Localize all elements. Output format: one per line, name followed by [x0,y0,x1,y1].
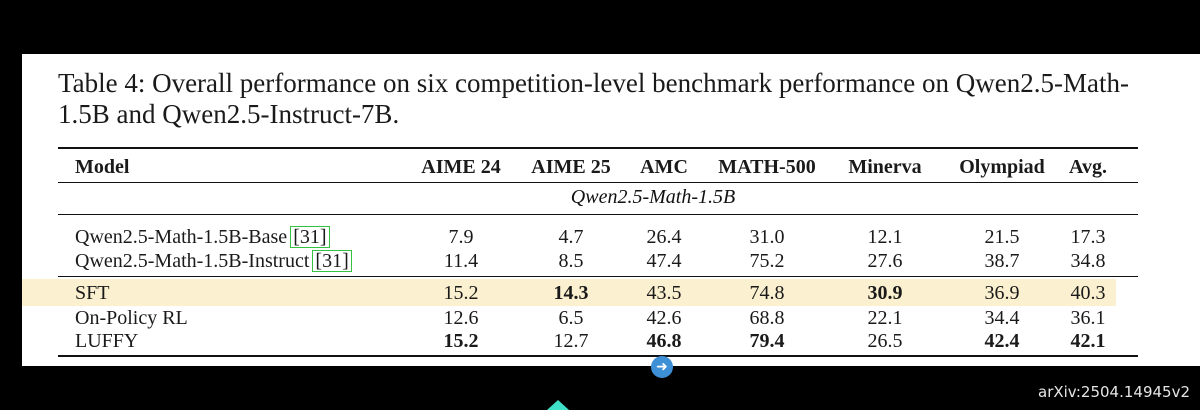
cell-minerva: 30.9 [867,282,903,304]
header-amc: AMC [640,156,688,178]
header-math500: MATH-500 [718,156,816,178]
cell-aime24: 12.6 [443,307,479,329]
cell-aime24: 7.9 [448,226,474,248]
row-model: SFT [75,282,110,304]
cell-minerva: 22.1 [867,307,903,329]
table-caption: Table 4: Overall performance on six comp… [58,68,1129,129]
cell-aime24: 15.2 [443,330,479,352]
cell-olympiad: 34.4 [984,307,1020,329]
header-aime24: AIME 24 [421,156,501,178]
cell-math500: 74.8 [749,282,785,304]
row-model: On-Policy RL [75,307,188,329]
cell-aime25: 4.7 [558,226,584,248]
table-row: Qwen2.5-Math-1.5B-Base [31] 7.9 4.7 26.4 … [58,224,1138,250]
cell-olympiad: 21.5 [984,226,1020,248]
row-model: Qwen2.5-Math-1.5B-Instruct [31] [75,248,352,274]
table-row: Qwen2.5-Math-1.5B-Instruct [31] 11.4 8.5 … [58,248,1138,274]
cell-olympiad: 38.7 [984,250,1020,272]
row-highlight [22,279,1116,306]
cell-avg: 42.1 [1070,330,1106,352]
citation-link[interactable]: [31] [312,250,352,272]
cell-aime25: 6.5 [558,307,584,329]
cell-aime25: 14.3 [553,282,589,304]
cell-minerva: 12.1 [867,226,903,248]
cell-avg: 34.8 [1070,250,1106,272]
cell-aime24: 11.4 [443,250,479,272]
group-rule [58,276,1138,277]
arxiv-id-label: arXiv:2504.14945v2 [1038,383,1190,401]
header-aime25: AIME 25 [531,156,611,178]
cell-math500: 31.0 [749,226,785,248]
arrow-right-icon[interactable]: ➜ [651,356,673,378]
cell-amc: 42.6 [646,307,682,329]
section-rule [58,214,1138,215]
header-avg: Avg. [1069,156,1107,178]
cell-avg: 40.3 [1070,282,1106,304]
cell-aime24: 15.2 [443,282,479,304]
cell-minerva: 26.5 [867,330,903,352]
cell-math500: 79.4 [749,330,785,352]
cell-amc: 43.5 [646,282,682,304]
cell-minerva: 27.6 [867,250,903,272]
cell-avg: 17.3 [1070,226,1106,248]
header-rule [58,182,1138,183]
citation-link[interactable]: [31] [290,226,330,248]
table-row: SFT 15.2 14.3 43.5 74.8 30.9 36.9 40.3 [58,280,1138,306]
cell-amc: 26.4 [646,226,682,248]
header-model: Model [75,156,130,178]
cell-math500: 68.8 [749,307,785,329]
cell-amc: 47.4 [646,250,682,272]
row-model: Qwen2.5-Math-1.5B-Base [31] [75,224,330,250]
header-minerva: Minerva [848,156,922,178]
cell-aime25: 12.7 [553,330,589,352]
cell-math500: 75.2 [749,250,785,272]
bottom-rule [58,355,1138,357]
cell-aime25: 8.5 [558,250,584,272]
section-label: Qwen2.5-Math-1.5B [570,186,736,208]
paper-page: Table 4: Overall performance on six comp… [22,54,1200,366]
header-olympiad: Olympiad [959,156,1045,178]
cell-olympiad: 36.9 [984,282,1020,304]
top-rule [58,147,1138,149]
header-row: Model AIME 24 AIME 25 AMC MATH-500 Miner… [58,154,1138,180]
cell-amc: 46.8 [646,330,682,352]
table-row: LUFFY 15.2 12.7 46.8 79.4 26.5 42.4 42.1 [58,328,1138,354]
table-row: On-Policy RL 12.6 6.5 42.6 68.8 22.1 34.… [58,305,1138,331]
cell-olympiad: 42.4 [984,330,1020,352]
cell-avg: 36.1 [1070,307,1106,329]
row-model: LUFFY [75,330,139,352]
triangle-marker-icon [547,400,569,410]
